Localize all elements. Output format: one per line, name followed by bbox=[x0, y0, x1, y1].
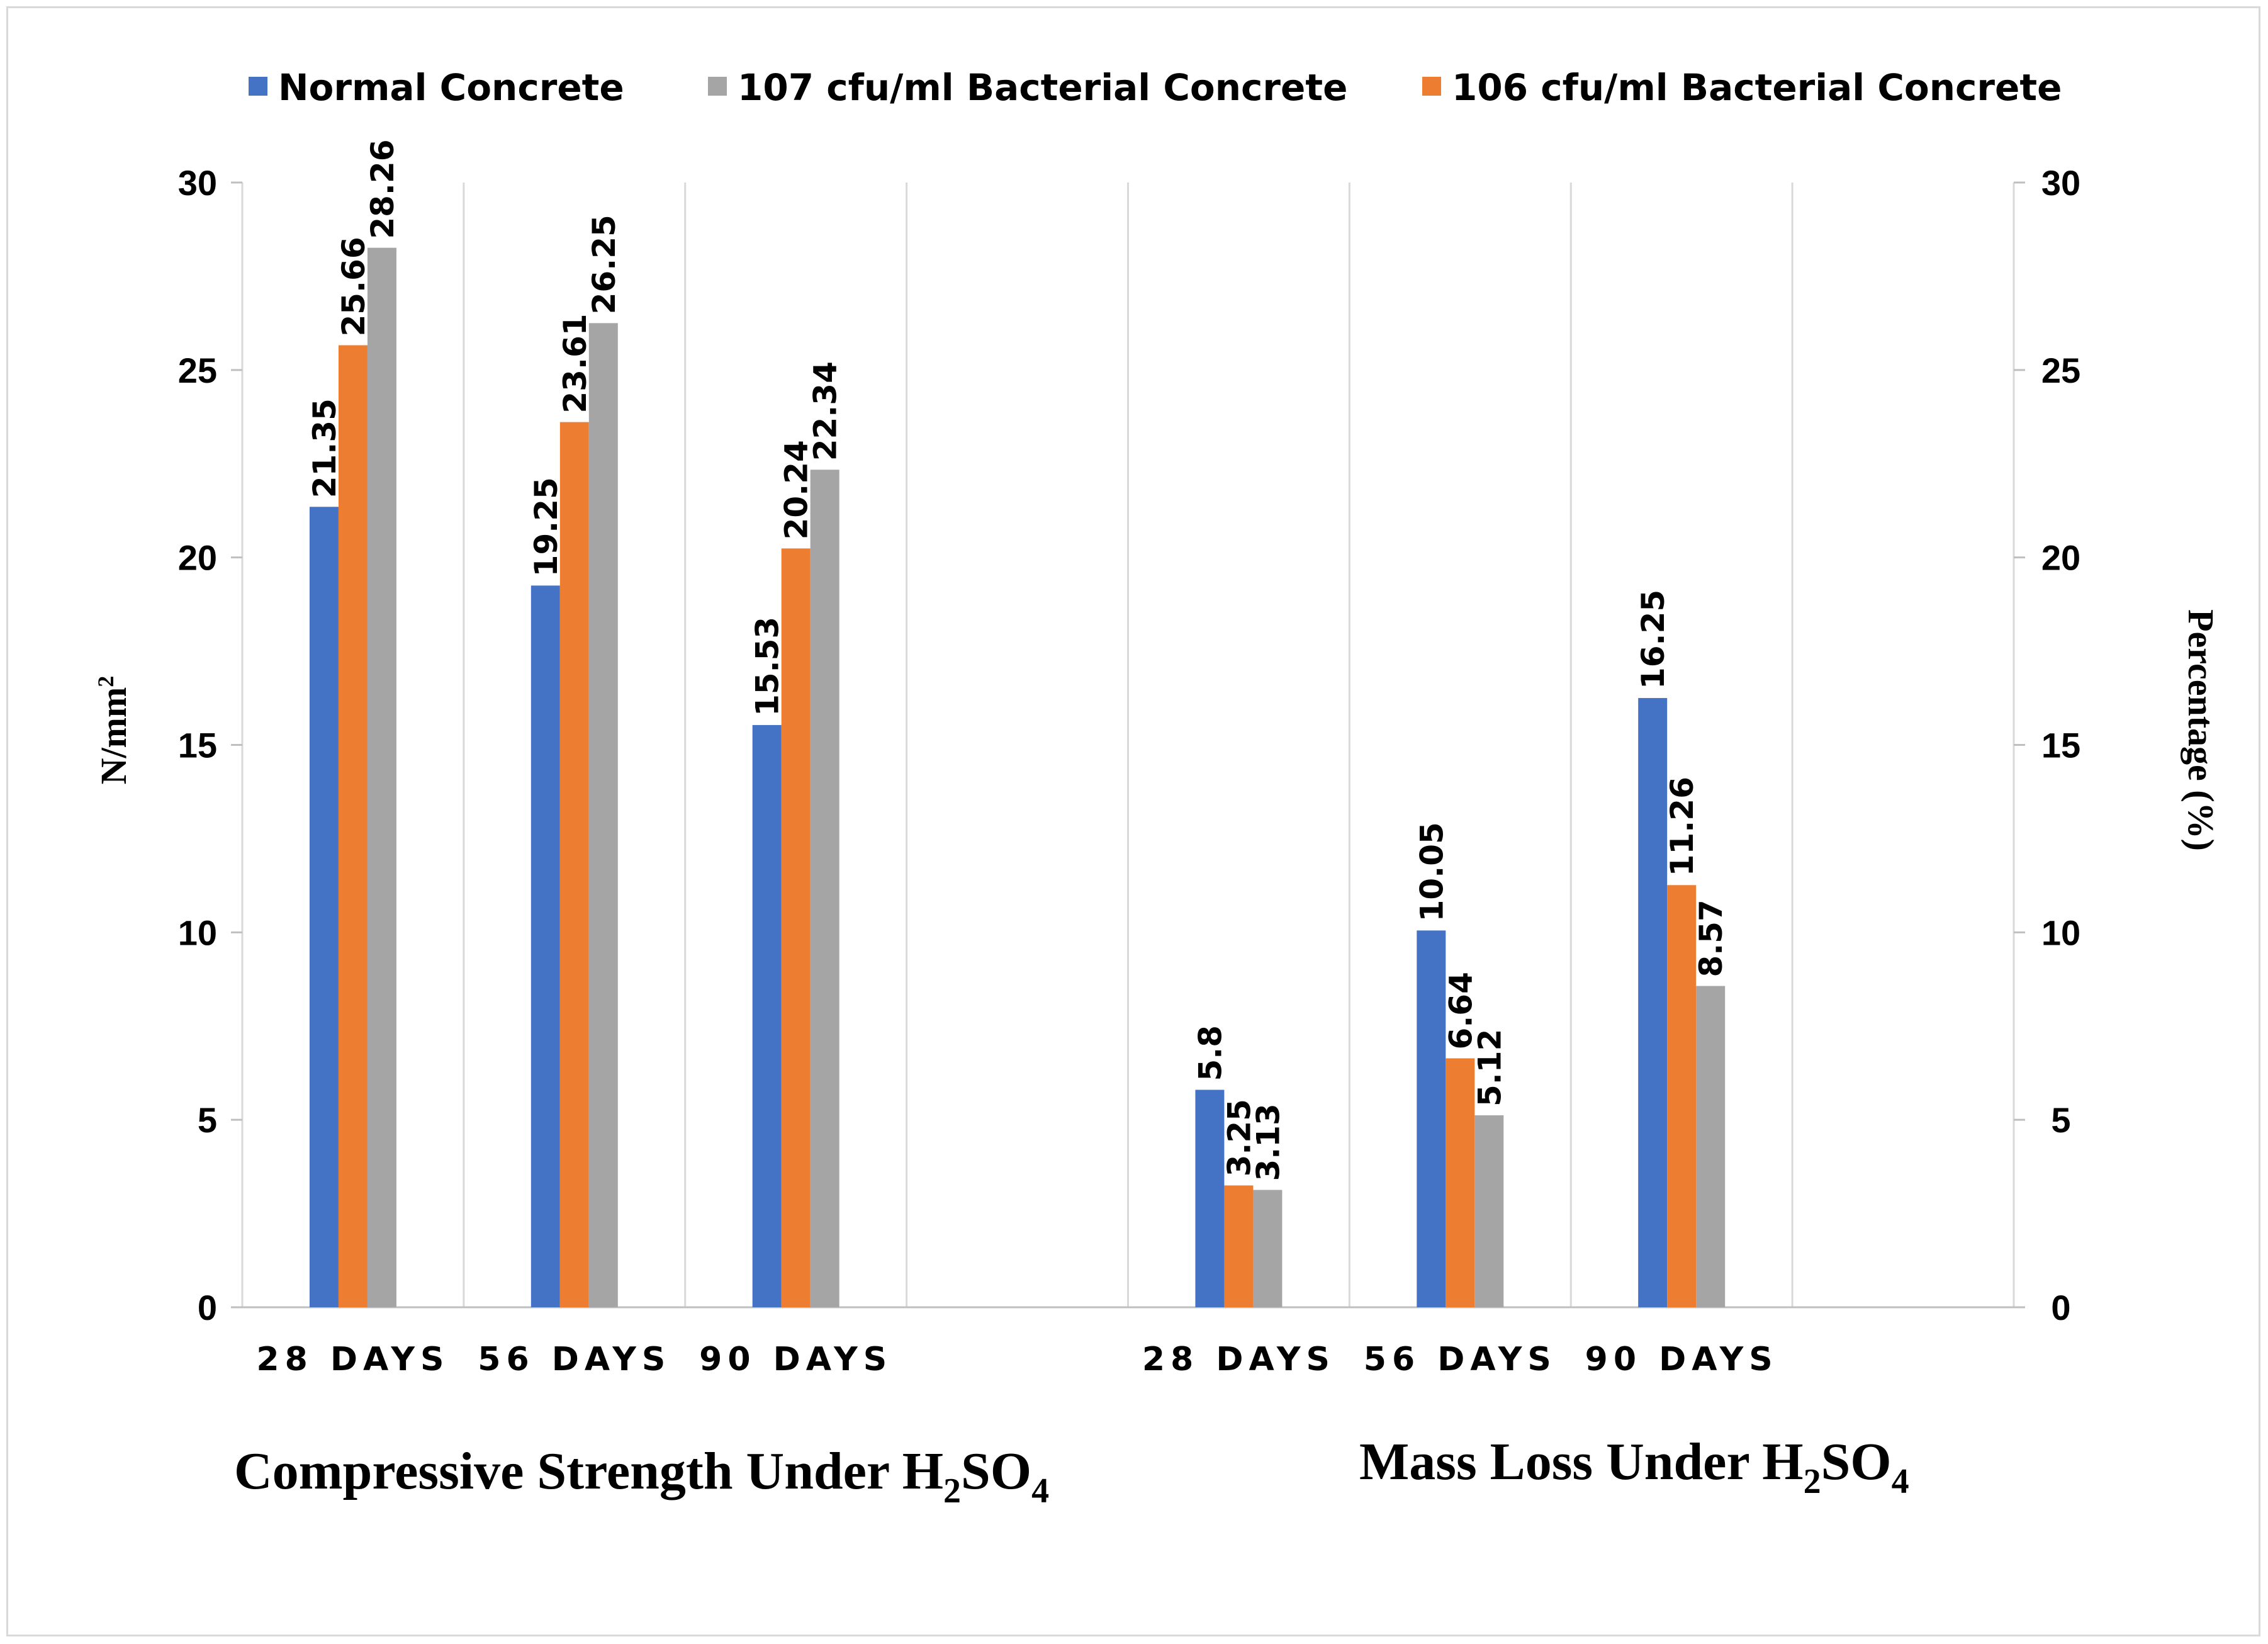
data-label: 6.64 bbox=[1442, 972, 1479, 1049]
data-label: 3.13 bbox=[1250, 1103, 1286, 1181]
y-right-tick-label: 15 bbox=[2041, 726, 2080, 765]
bar bbox=[1224, 1185, 1254, 1307]
bar bbox=[1638, 698, 1668, 1307]
legend-swatch bbox=[249, 77, 267, 96]
bar bbox=[531, 585, 560, 1307]
data-label: 23.61 bbox=[557, 313, 593, 413]
bar bbox=[559, 422, 589, 1307]
y-right-tick-label: 0 bbox=[2051, 1288, 2070, 1327]
bar bbox=[338, 345, 368, 1308]
y-left-tick-label: 0 bbox=[198, 1288, 217, 1327]
x-category-label: 90 DAYS bbox=[699, 1341, 892, 1378]
data-label: 5.8 bbox=[1192, 1025, 1228, 1081]
data-label: 19.25 bbox=[528, 477, 564, 577]
bars bbox=[309, 247, 1726, 1308]
y-left-tick-label: 5 bbox=[198, 1100, 217, 1140]
chart-frame bbox=[6, 6, 2260, 1636]
bar bbox=[588, 323, 618, 1307]
y-axis-left-label: N/mm2 bbox=[93, 676, 134, 785]
x-category-label: 56 DAYS bbox=[1364, 1341, 1557, 1378]
y-axis-right-label: Percentage (%) bbox=[2181, 609, 2221, 851]
x-category-label: 28 DAYS bbox=[256, 1341, 449, 1378]
bar bbox=[367, 247, 396, 1307]
x-category-label: 56 DAYS bbox=[478, 1341, 671, 1378]
y-left-tick-label: 15 bbox=[178, 726, 217, 765]
y-right-tick-label: 5 bbox=[2051, 1100, 2070, 1140]
data-label: 8.57 bbox=[1693, 899, 1729, 977]
data-label: 10.05 bbox=[1413, 822, 1450, 921]
y-left-tick-label: 10 bbox=[178, 913, 217, 952]
group-title-compressive: Compressive Strength Under H2SO4 bbox=[234, 1442, 1049, 1511]
bar bbox=[1195, 1089, 1225, 1307]
data-label: 26.25 bbox=[586, 215, 622, 314]
legend-swatch bbox=[708, 77, 727, 96]
bar bbox=[1446, 1058, 1475, 1307]
bar bbox=[1474, 1115, 1504, 1307]
x-category-label: 90 DAYS bbox=[1585, 1341, 1778, 1378]
data-label: 28.26 bbox=[364, 139, 401, 239]
data-label: 20.24 bbox=[778, 440, 815, 539]
data-label: 15.53 bbox=[749, 617, 786, 716]
legend-label: 107 cfu/ml Bacterial Concrete bbox=[738, 66, 1347, 109]
x-category-label: 28 DAYS bbox=[1142, 1341, 1335, 1378]
bar bbox=[810, 470, 839, 1307]
data-label: 25.66 bbox=[335, 237, 372, 336]
bar bbox=[781, 548, 811, 1308]
legend: Normal Concrete 107 cfu/ml Bacterial Conc… bbox=[249, 66, 2062, 109]
bar bbox=[752, 724, 782, 1307]
y-right-tick-label: 20 bbox=[2041, 538, 2080, 578]
y-right-tick-label: 30 bbox=[2041, 163, 2080, 203]
y-left-tick-label: 25 bbox=[178, 351, 217, 390]
data-label: 16.25 bbox=[1635, 590, 1671, 689]
bar bbox=[1667, 885, 1697, 1307]
data-label: 11.26 bbox=[1664, 777, 1700, 876]
bar bbox=[1696, 986, 1726, 1307]
legend-label: 106 cfu/ml Bacterial Concrete bbox=[1452, 66, 2062, 109]
y-right-tick-label: 25 bbox=[2041, 351, 2080, 390]
y-left-tick-label: 20 bbox=[178, 538, 217, 578]
bar bbox=[1253, 1190, 1283, 1307]
data-label: 21.35 bbox=[306, 398, 343, 498]
data-label: 5.12 bbox=[1471, 1029, 1508, 1106]
bar bbox=[1417, 930, 1446, 1307]
group-title-mass-loss: Mass Loss Under H2SO4 bbox=[1359, 1433, 1909, 1501]
category-labels: 28 DAYS 56 DAYS 90 DAYS 28 DAYS 56 DAYS 90 DA… bbox=[256, 1341, 1778, 1378]
y-right-tick-label: 10 bbox=[2041, 913, 2080, 952]
data-label: 3.25 bbox=[1221, 1099, 1257, 1176]
gridlines bbox=[241, 183, 2015, 1307]
legend-swatch bbox=[1422, 77, 1441, 96]
legend-label: Normal Concrete bbox=[278, 66, 624, 109]
bar bbox=[309, 507, 339, 1307]
data-label: 22.34 bbox=[807, 361, 844, 461]
y-left-tick-label: 30 bbox=[178, 163, 217, 203]
